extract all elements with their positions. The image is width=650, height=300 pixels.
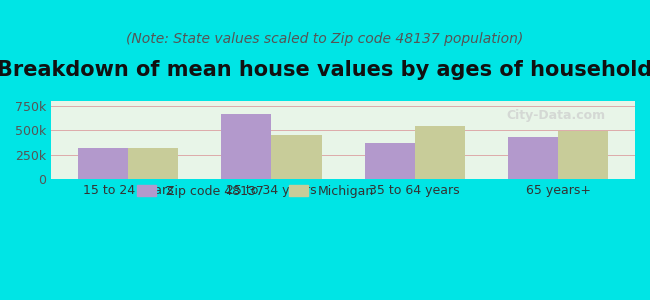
Bar bbox=[415, 126, 465, 179]
Title: Breakdown of mean house values by ages of householders: Breakdown of mean house values by ages o… bbox=[0, 60, 650, 80]
Bar bbox=[271, 135, 322, 179]
Text: (Note: State values scaled to Zip code 48137 population): (Note: State values scaled to Zip code 4… bbox=[126, 32, 524, 46]
Legend: Zip code 48137, Michigan: Zip code 48137, Michigan bbox=[132, 180, 379, 203]
Bar bbox=[365, 143, 415, 179]
Bar bbox=[77, 148, 128, 179]
Bar bbox=[508, 137, 558, 179]
Text: City-Data.com: City-Data.com bbox=[506, 109, 606, 122]
Bar bbox=[558, 131, 608, 179]
Bar bbox=[221, 114, 271, 179]
Bar bbox=[128, 148, 178, 179]
